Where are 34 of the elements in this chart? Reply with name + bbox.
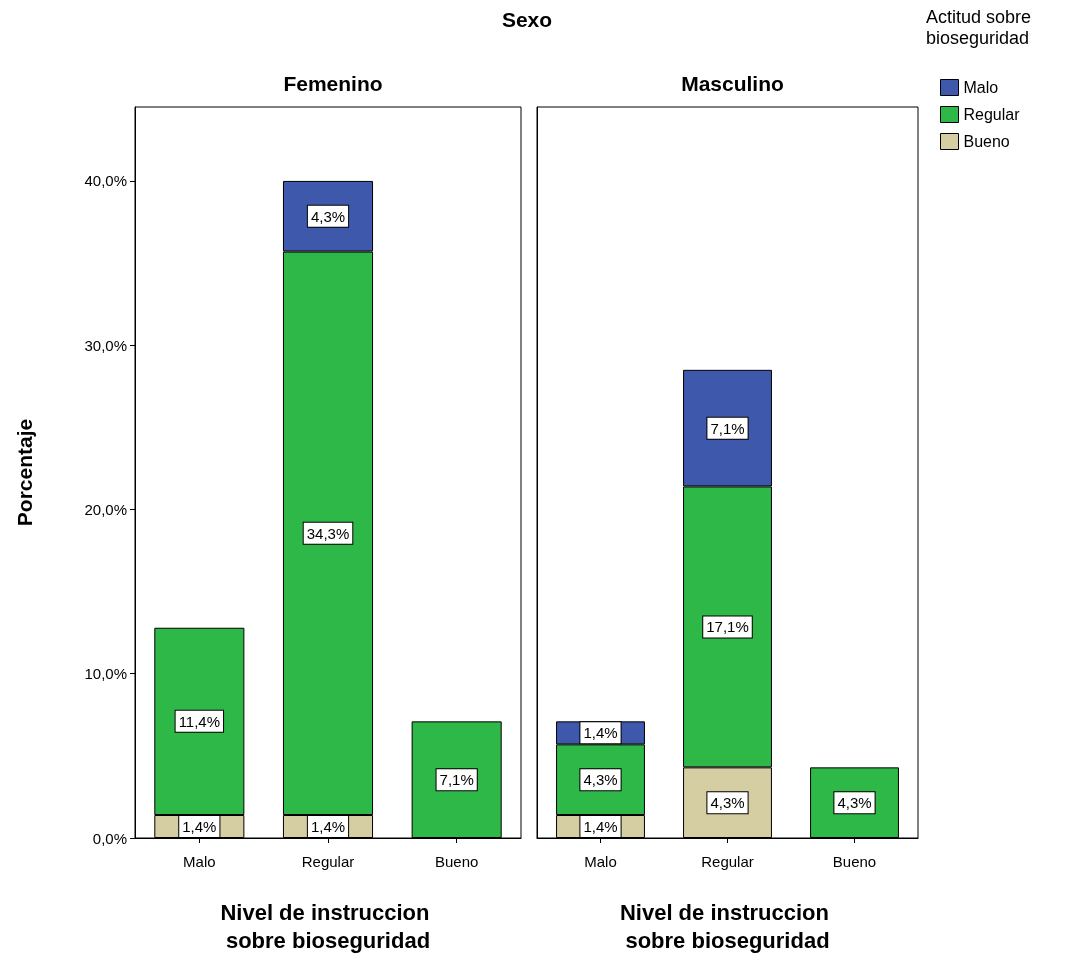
data-label: 1,4%	[182, 818, 217, 835]
data-label: 4,3%	[583, 771, 618, 789]
chart-title: Masculino	[681, 72, 784, 95]
y-tick-label: 40,0%	[84, 172, 127, 190]
x-axis-title: Nivel de instruccion sobre bioseguridad	[619, 899, 836, 953]
x-tick-label: Bueno	[832, 853, 877, 870]
legend-label: Regular	[963, 106, 1021, 123]
legend-label: Bueno	[963, 133, 1010, 150]
data-label: 1,4%	[583, 818, 618, 835]
data-label: 1,4%	[310, 818, 346, 835]
data-label: 4,3%	[310, 207, 346, 225]
text: Sexo	[500, 8, 554, 32]
y-tick-label: 30,0%	[84, 336, 127, 354]
x-tick-label: Bueno	[434, 853, 479, 870]
data-label: 4,3%	[837, 794, 872, 812]
x-tick-label: Malo	[183, 853, 216, 870]
chart-title: Femenino	[283, 72, 383, 95]
x-tick-label: Regular	[301, 853, 355, 870]
legend-title: Actitud sobre bioseguridad	[926, 6, 1037, 48]
y-tick-label: 0,0%	[92, 829, 127, 847]
data-label: 34,3%	[306, 524, 350, 542]
data-label: 4,3%	[710, 794, 745, 812]
x-axis-title: Nivel de instruccion sobre bioseguridad	[220, 899, 436, 953]
data-label: 11,4%	[178, 712, 221, 730]
data-label: 7,1%	[439, 771, 474, 789]
legend-label: Malo	[963, 79, 999, 96]
y-axis-title: Porcentaje	[13, 418, 36, 527]
x-tick-label: Malo	[584, 853, 617, 870]
data-label: 7,1%	[710, 419, 745, 437]
data-label: 17,1%	[706, 618, 749, 636]
x-tick-label: Regular	[701, 853, 754, 870]
y-tick-label: 10,0%	[84, 665, 127, 683]
data-label: 1,4%	[583, 724, 618, 742]
y-tick-label: 20,0%	[84, 500, 127, 518]
